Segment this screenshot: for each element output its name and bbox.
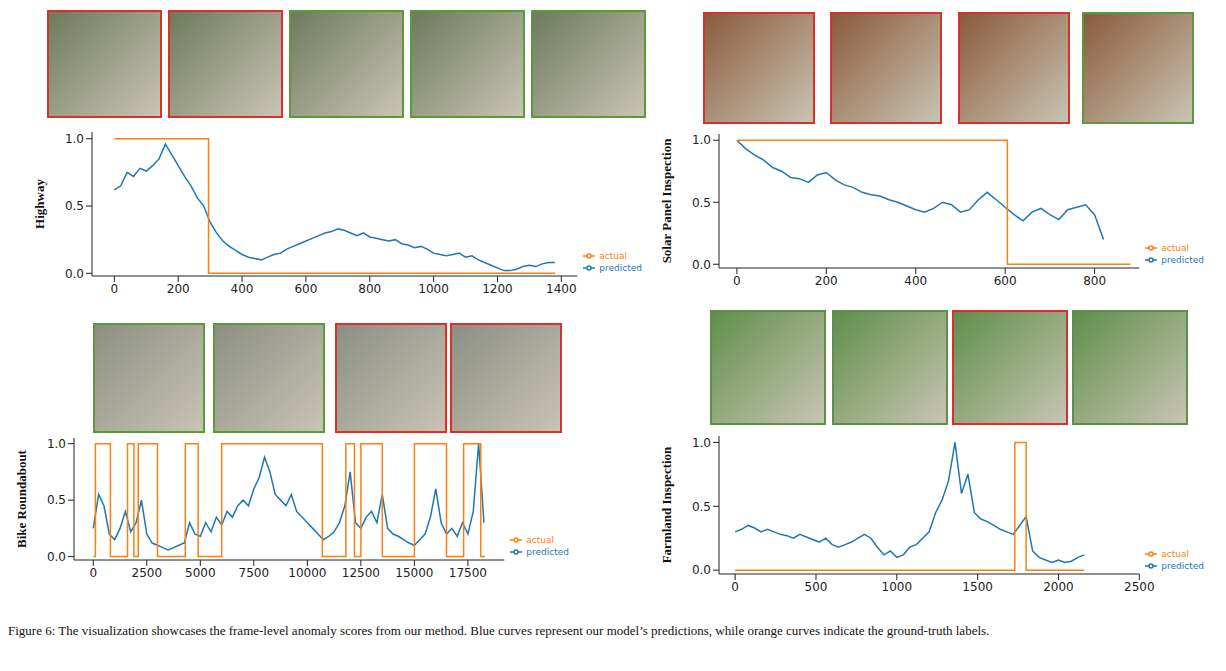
html-text:actual: actual (1161, 548, 1189, 559)
svg-text:0.0: 0.0 (47, 550, 66, 564)
svg-text:400: 400 (904, 274, 927, 288)
svg-text:600: 600 (294, 282, 317, 296)
svg-text:0.0: 0.0 (692, 563, 711, 577)
svg-text:400: 400 (231, 282, 254, 296)
svg-text:Bike Roundabout: Bike Roundabout (14, 449, 29, 548)
svg-text:1.0: 1.0 (47, 437, 66, 451)
svg-text:0.5: 0.5 (65, 199, 84, 213)
svg-text:5000: 5000 (185, 566, 216, 580)
svg-text:10000: 10000 (288, 566, 326, 580)
html-text:actual: actual (1161, 242, 1189, 253)
svg-text:1.0: 1.0 (692, 133, 711, 147)
html-text:actual: actual (599, 250, 627, 261)
svg-text:1200: 1200 (482, 282, 513, 296)
html-text:actual: actual (526, 534, 554, 545)
svg-text:0.0: 0.0 (65, 267, 84, 281)
svg-text:800: 800 (358, 282, 381, 296)
svg-text:200: 200 (815, 274, 838, 288)
svg-text:0.5: 0.5 (47, 493, 66, 507)
svg-text:0.0: 0.0 (692, 258, 711, 272)
html-text:predicted: predicted (1161, 560, 1204, 571)
svg-text:0: 0 (731, 580, 739, 594)
svg-text:Highway: Highway (32, 179, 47, 229)
svg-text:2500: 2500 (1124, 580, 1155, 594)
svg-text:0: 0 (733, 274, 741, 288)
html-text:predicted: predicted (599, 262, 642, 273)
svg-text:Farmland Inspection: Farmland Inspection (659, 446, 674, 563)
svg-text:1500: 1500 (962, 580, 993, 594)
svg-text:Solar Panel Inspection: Solar Panel Inspection (659, 138, 674, 263)
svg-text:1400: 1400 (546, 282, 577, 296)
svg-text:12500: 12500 (342, 566, 380, 580)
svg-text:15000: 15000 (395, 566, 433, 580)
svg-text:0: 0 (89, 566, 97, 580)
svg-text:800: 800 (1083, 274, 1106, 288)
svg-text:7500: 7500 (239, 566, 270, 580)
svg-text:1000: 1000 (882, 580, 913, 594)
html-text:predicted: predicted (1161, 254, 1204, 265)
svg-text:2500: 2500 (132, 566, 163, 580)
svg-text:2000: 2000 (1043, 580, 1074, 594)
html-text:Figure 6: The visualization sh: Figure 6: The visualization showcases th… (8, 623, 990, 638)
svg-text:0.5: 0.5 (692, 500, 711, 514)
svg-text:17500: 17500 (449, 566, 487, 580)
svg-text:1.0: 1.0 (65, 132, 84, 146)
svg-text:1000: 1000 (418, 282, 449, 296)
svg-text:200: 200 (167, 282, 190, 296)
svg-text:0: 0 (111, 282, 119, 296)
svg-text:1.0: 1.0 (692, 436, 711, 450)
svg-text:500: 500 (805, 580, 828, 594)
svg-text:600: 600 (994, 274, 1017, 288)
svg-text:0.5: 0.5 (692, 196, 711, 210)
html-text:predicted: predicted (526, 546, 569, 557)
